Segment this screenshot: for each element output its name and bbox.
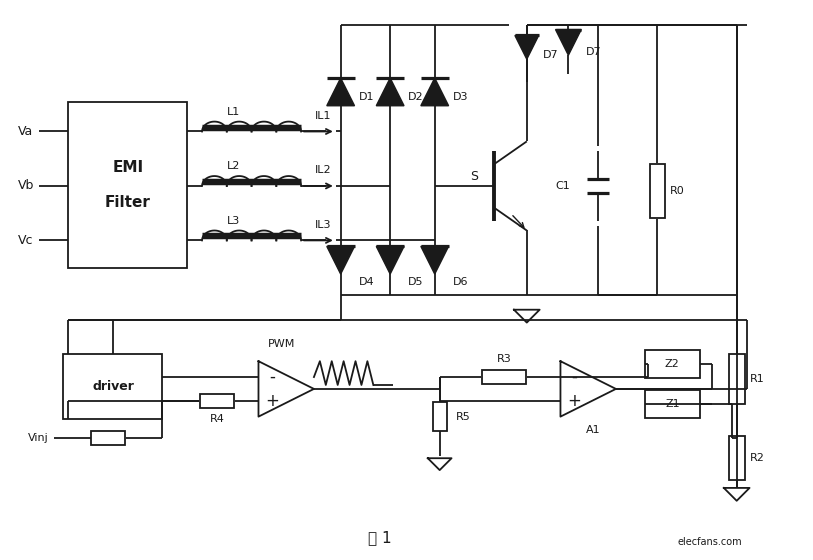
Text: D1: D1 [359, 92, 374, 102]
Text: -: - [572, 368, 577, 386]
Polygon shape [555, 30, 581, 55]
Text: D4: D4 [359, 277, 374, 287]
Bar [650, 164, 665, 218]
Bar [91, 432, 125, 445]
Text: IL3: IL3 [315, 220, 331, 230]
Text: Vc: Vc [18, 234, 33, 247]
Text: D7: D7 [542, 50, 559, 60]
Polygon shape [421, 78, 449, 106]
Text: D6: D6 [453, 277, 468, 287]
Polygon shape [376, 78, 404, 106]
Text: S: S [470, 170, 478, 183]
Text: +: + [265, 392, 280, 410]
Text: Filter: Filter [105, 195, 150, 210]
Text: elecfans.com: elecfans.com [677, 538, 742, 547]
Text: +: + [567, 392, 581, 410]
Text: D2: D2 [408, 92, 424, 102]
Bar [728, 354, 745, 404]
Text: R4: R4 [210, 414, 224, 423]
Text: R0: R0 [671, 186, 685, 196]
Text: D5: D5 [408, 277, 424, 287]
Bar [433, 402, 446, 432]
Text: 图 1: 图 1 [368, 530, 392, 545]
Text: R5: R5 [455, 412, 470, 422]
Bar [68, 102, 187, 268]
Text: EMI: EMI [112, 160, 143, 175]
Text: D3: D3 [453, 92, 468, 102]
Text: Z1: Z1 [665, 399, 680, 409]
Text: Vinj: Vinj [28, 433, 49, 444]
Bar [728, 436, 745, 480]
Text: R1: R1 [750, 374, 764, 384]
Text: L2: L2 [227, 161, 241, 171]
Text: -: - [269, 368, 276, 386]
Text: L1: L1 [227, 107, 241, 116]
Bar [645, 390, 700, 418]
Text: D7: D7 [586, 47, 602, 57]
Polygon shape [515, 35, 539, 59]
Text: Vb: Vb [18, 179, 34, 193]
Text: IL2: IL2 [315, 165, 331, 175]
Bar [63, 354, 163, 419]
Polygon shape [376, 246, 404, 274]
Text: A1: A1 [586, 426, 601, 436]
Bar [645, 351, 700, 378]
Text: PWM: PWM [267, 339, 295, 349]
Text: IL1: IL1 [315, 111, 331, 120]
Polygon shape [327, 78, 354, 106]
Text: driver: driver [92, 380, 134, 393]
Text: R2: R2 [750, 453, 764, 463]
Bar [199, 394, 234, 408]
Bar [482, 370, 526, 384]
Polygon shape [327, 246, 354, 274]
Polygon shape [421, 246, 449, 274]
Text: Va: Va [18, 125, 33, 138]
Text: C1: C1 [555, 181, 571, 191]
Text: Z2: Z2 [665, 359, 680, 369]
Text: L3: L3 [227, 216, 241, 226]
Text: R3: R3 [497, 354, 511, 364]
